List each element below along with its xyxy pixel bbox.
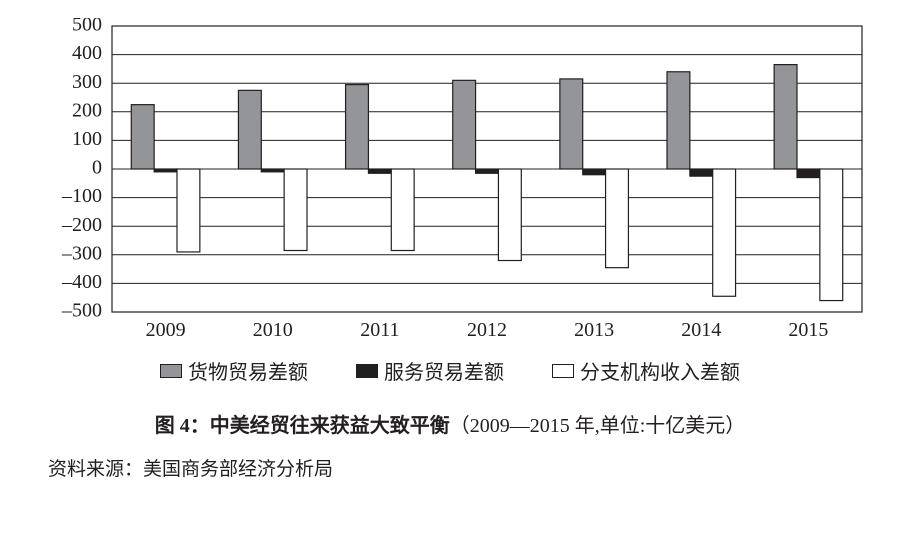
x-tick-label: 2014	[681, 319, 721, 341]
source-text: 美国商务部经济分析局	[143, 459, 333, 480]
bar-affiliate	[820, 169, 843, 301]
x-tick-label: 2010	[253, 319, 293, 341]
chart-container: 500 400 300 200 100 0 –100 –200 –300 –400 –500 2009…	[28, 18, 872, 346]
legend-swatch	[356, 364, 378, 378]
bar-affiliate	[177, 169, 200, 252]
bar-chart: 500 400 300 200 100 0 –100 –200 –300 –400 –500 2009…	[28, 18, 872, 346]
y-tick-label: 500	[72, 18, 102, 36]
source-prefix: 资料来源：	[48, 459, 143, 480]
legend-swatch	[552, 364, 574, 378]
x-tick-label: 2011	[360, 319, 399, 341]
bar-services	[476, 169, 499, 173]
legend-label: 服务贸易差额	[384, 356, 504, 385]
y-tick-label: 100	[72, 128, 102, 150]
bar-affiliate	[391, 169, 414, 251]
x-tick-label: 2013	[574, 319, 614, 341]
legend-label: 分支机构收入差额	[580, 356, 740, 385]
caption-suffix: （2009—2015 年,单位:十亿美元）	[450, 415, 746, 437]
x-tick-label: 2009	[146, 319, 186, 341]
bar-services	[261, 169, 284, 172]
bar-affiliate	[284, 169, 307, 251]
y-tick-label: –400	[61, 271, 102, 293]
bar-goods	[774, 65, 797, 169]
bar-services	[690, 169, 713, 176]
y-tick-label: 0	[92, 157, 102, 179]
legend-item-services: 服务贸易差额	[356, 356, 504, 385]
bar-services	[583, 169, 606, 175]
bar-goods	[131, 105, 154, 169]
caption-label: 图 4：	[155, 415, 210, 437]
bar-affiliate	[498, 169, 521, 261]
bar-goods	[667, 72, 690, 169]
figure-caption: 图 4：中美经贸往来获益大致平衡（2009—2015 年,单位:十亿美元）	[28, 409, 872, 438]
legend-label: 货物贸易差额	[188, 356, 308, 385]
bar-affiliate	[606, 169, 629, 268]
bar-goods	[238, 90, 261, 169]
legend: 货物贸易差额 服务贸易差额 分支机构收入差额	[28, 356, 872, 385]
y-tick-label: 300	[72, 71, 102, 93]
bar-goods	[453, 80, 476, 169]
x-tick-label: 2012	[467, 319, 507, 341]
legend-item-affiliate: 分支机构收入差额	[552, 356, 740, 385]
caption-title: 中美经贸往来获益大致平衡	[210, 415, 450, 437]
bar-services	[797, 169, 820, 178]
bar-goods	[346, 85, 369, 169]
y-tick-label: –200	[61, 214, 102, 236]
legend-swatch	[160, 364, 182, 378]
bar-goods	[560, 79, 583, 169]
bar-affiliate	[713, 169, 736, 296]
x-tick-label: 2015	[788, 319, 828, 341]
bar-services	[368, 169, 391, 173]
y-tick-label: 400	[72, 42, 102, 64]
bar-services	[154, 169, 177, 172]
y-tick-label: –500	[61, 300, 102, 322]
source-line: 资料来源：美国商务部经济分析局	[28, 454, 872, 481]
legend-item-goods: 货物贸易差额	[160, 356, 308, 385]
y-tick-label: –300	[61, 242, 102, 264]
y-tick-label: 200	[72, 99, 102, 121]
y-tick-label: –100	[61, 185, 102, 207]
